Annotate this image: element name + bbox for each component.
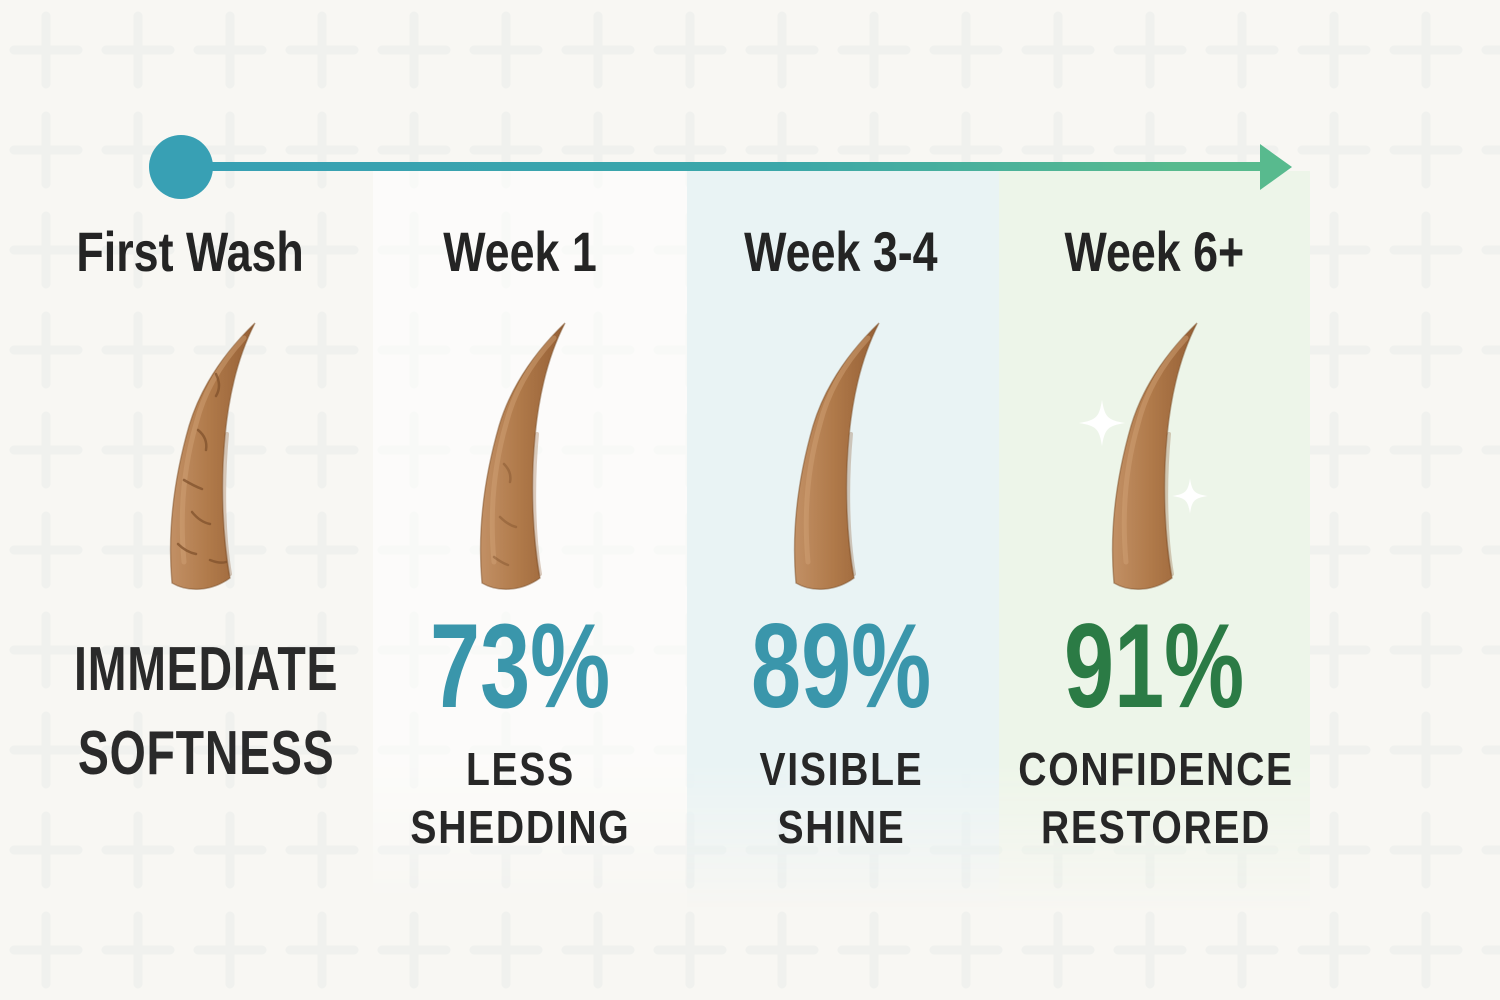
recovering-hair-strand-illustration [442,312,602,602]
stage-label: Week 1 [443,220,597,283]
stage-percent-value: 73% [429,599,611,733]
stage-result-text: CONFIDENCE RESTORED [1018,743,1294,853]
stage-result-text: LESS SHEDDING [410,743,630,853]
hair-crack-marks [492,462,518,567]
hair-crack-marks [176,372,228,564]
smooth-hair-strand-illustration [756,312,916,602]
stage-result-text: VISIBLE SHINE [759,743,923,853]
shiny-hair-strand-illustration [1078,312,1208,602]
stage-column-first-wash: First Wash IMMEDIATE SOFTNESS [30,0,350,1000]
stage-label: Week 6+ [1064,220,1244,283]
stage-result-text: IMMEDIATE SOFTNESS [74,635,339,788]
damaged-hair-strand-illustration [132,312,292,602]
sparkle-icon [1172,478,1208,514]
stage-column-week-6-plus: Week 6+ 91% CONFIDENCE RESTORED [994,0,1314,1000]
stage-percent-value: 89% [750,599,932,733]
stage-column-week-3-4: Week 3-4 89% VISIBLE SHINE [681,0,1001,1000]
stage-label: Week 3-4 [744,220,938,283]
stage-column-week-1: Week 1 73% LESS SHEDDING [360,0,680,1000]
sparkle-icon [1078,399,1126,447]
stage-label: First Wash [76,220,304,283]
timeline-arrowhead-icon [1260,144,1292,190]
stage-percent-value: 91% [1063,599,1245,733]
timeline-line [185,162,1262,171]
